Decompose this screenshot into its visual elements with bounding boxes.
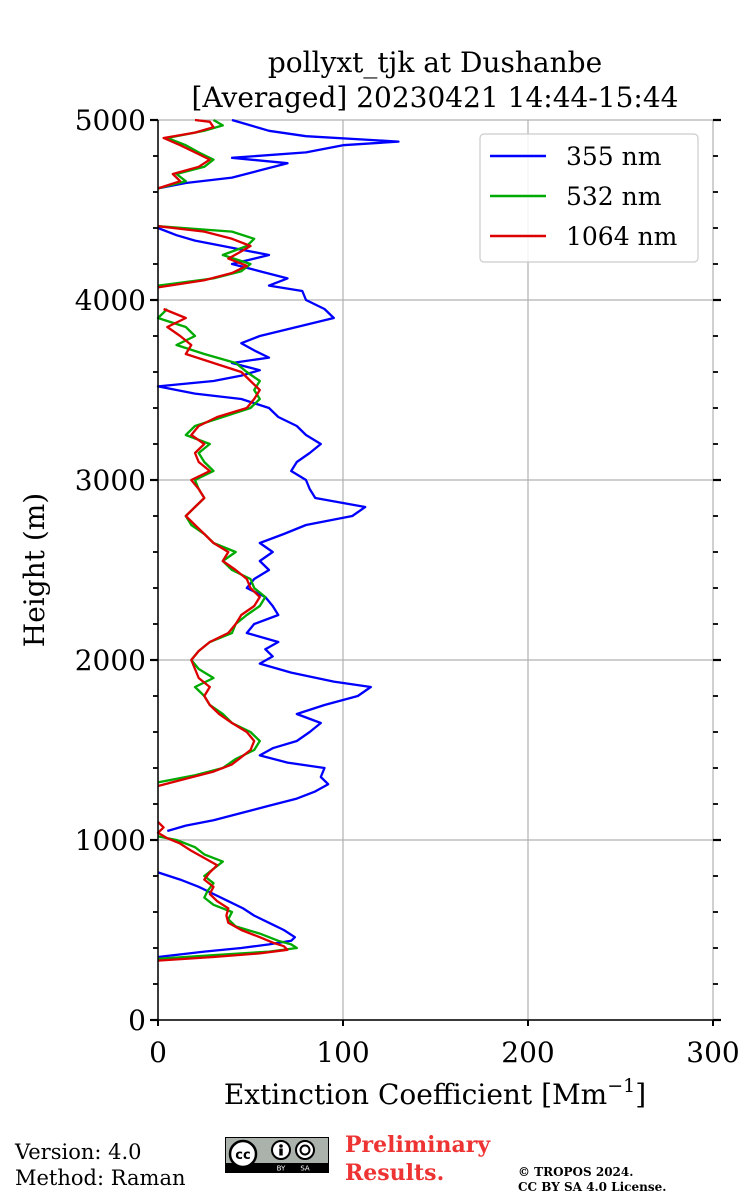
x-axis-label-sup: −1	[607, 1075, 635, 1097]
y-tick-label: 2000	[75, 644, 146, 677]
x-tick-label: 0	[149, 1036, 167, 1069]
legend-label: 532 nm	[566, 182, 662, 211]
copyright-line2: CC BY SA 4.0 License.	[518, 1180, 667, 1194]
x-tick-label: 200	[501, 1036, 554, 1069]
x-axis-label: Extinction Coefficient [Mm−1]	[224, 1075, 646, 1111]
copyright-notice: © TROPOS 2024. CC BY SA 4.0 License.	[518, 1165, 666, 1195]
series-line-1064-nm	[157, 307, 261, 788]
series-line-1064-nm	[156, 821, 289, 962]
series-line-355-nm	[157, 118, 400, 190]
preliminary-line2: Results.	[345, 1160, 445, 1186]
sa-icon	[295, 1140, 315, 1160]
chart-subtitle: [Averaged] 20230421 14:44-15:44	[192, 81, 679, 114]
series-line-532-nm	[157, 225, 256, 287]
legend-label: 355 nm	[566, 142, 662, 171]
version-text: Version: 4.0	[15, 1140, 142, 1164]
y-axis-label: Height (m)	[18, 493, 51, 647]
cc-sa-text: SA	[300, 1165, 310, 1173]
series-line-532-nm	[157, 119, 224, 190]
y-tick-label: 1000	[75, 824, 146, 857]
legend: 355 nm 532 nm 1064 nm	[479, 133, 699, 263]
y-tick-label: 3000	[75, 464, 146, 497]
x-axis-label-close: ]	[635, 1078, 646, 1111]
legend-box	[479, 133, 699, 263]
series-line-532-nm	[157, 835, 298, 960]
y-tick-label: 4000	[75, 284, 146, 317]
method-text: Method: Raman	[15, 1166, 186, 1190]
cc-license-badge: cc BY SA	[225, 1137, 329, 1173]
x-tick-label: 100	[316, 1036, 369, 1069]
legend-label: 1064 nm	[566, 222, 678, 251]
series-lines	[156, 118, 400, 962]
y-tick-label: 0	[128, 1004, 146, 1037]
chart-title: pollyxt_tjk at Dushanbe	[268, 46, 602, 79]
copyright-line1: © TROPOS 2024.	[518, 1165, 634, 1179]
footer-info: Version: 4.0 Method: Raman	[15, 1139, 186, 1191]
x-axis-label-main: Extinction Coefficient [Mm	[224, 1078, 607, 1111]
series-line-355-nm	[156, 226, 372, 833]
series-line-1064-nm	[157, 118, 215, 190]
preliminary-line1: Preliminary	[345, 1132, 491, 1158]
x-tick-label: 300	[686, 1036, 739, 1069]
cc-icon: cc	[235, 1148, 250, 1163]
y-tick-label: 5000	[75, 104, 146, 137]
cc-by-text: BY	[277, 1165, 286, 1173]
preliminary-notice: Preliminary Results.	[345, 1131, 490, 1187]
series-line-355-nm	[157, 871, 297, 959]
series-line-1064-nm	[157, 225, 252, 289]
